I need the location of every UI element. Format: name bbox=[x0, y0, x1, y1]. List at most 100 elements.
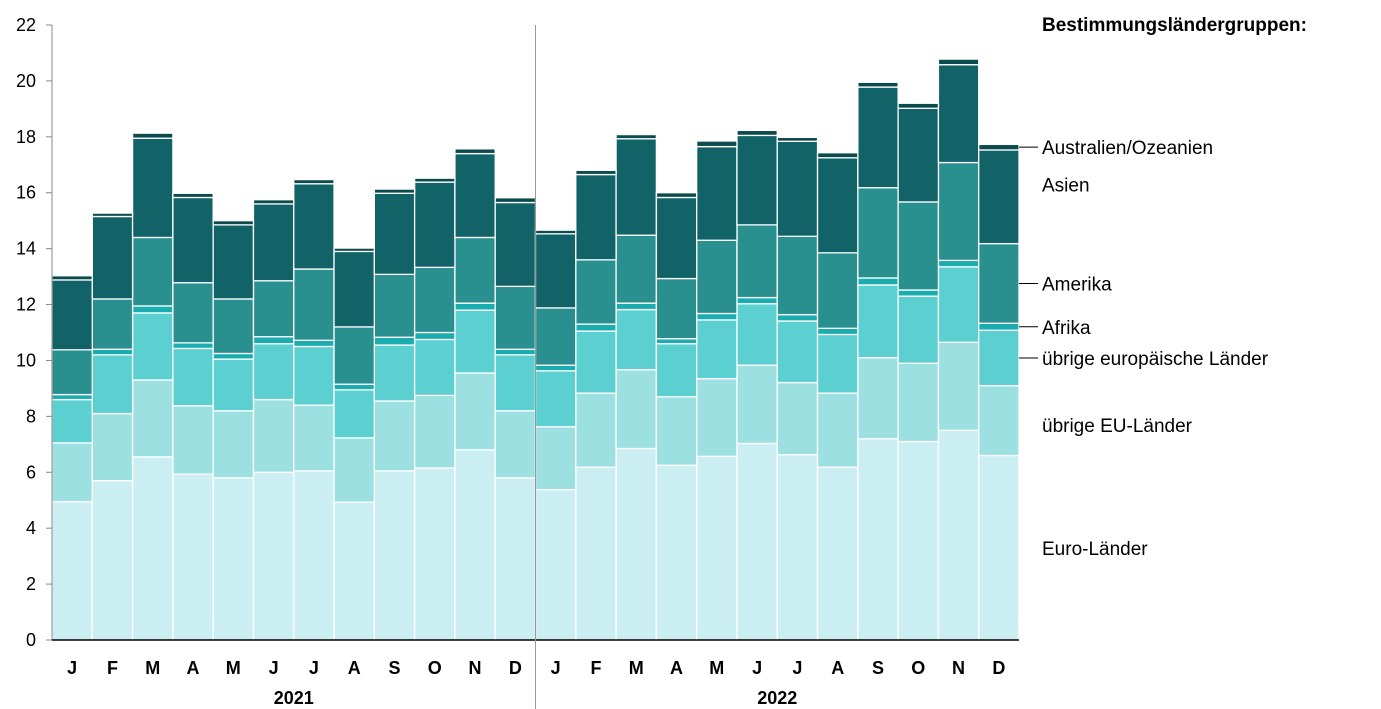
bar-segment bbox=[212, 410, 255, 479]
bar-segment bbox=[776, 235, 819, 316]
bar-segment bbox=[978, 322, 1020, 331]
bar-segment bbox=[937, 259, 980, 268]
x-tick-label: N bbox=[469, 658, 482, 678]
bar-segment bbox=[494, 201, 537, 288]
bar-segment bbox=[293, 345, 335, 406]
bar-segment bbox=[333, 247, 375, 253]
y-tick-label: 20 bbox=[16, 71, 36, 91]
bar-segment bbox=[857, 81, 899, 88]
bar-segment bbox=[816, 327, 859, 336]
bar-segment bbox=[494, 285, 537, 350]
bar-segment bbox=[978, 143, 1020, 151]
legend-title: Bestimmungsländergruppen: bbox=[1042, 15, 1307, 36]
bar-segment bbox=[373, 344, 416, 402]
legend-label: Afrika bbox=[1042, 318, 1091, 339]
bar-segment bbox=[897, 289, 940, 297]
bar-segment bbox=[736, 296, 778, 305]
x-tick-label: M bbox=[145, 658, 160, 678]
bar-segment bbox=[575, 330, 617, 394]
bar-segment bbox=[937, 161, 980, 262]
bar-segment bbox=[212, 224, 255, 300]
bar-segment bbox=[937, 64, 980, 164]
bar-segment bbox=[696, 239, 738, 315]
bar-segment bbox=[131, 312, 174, 381]
bar-segment bbox=[615, 234, 658, 304]
bar-segment bbox=[575, 173, 617, 261]
bar-segment bbox=[575, 466, 617, 641]
bar-segment bbox=[373, 192, 416, 276]
year-label: 2021 bbox=[274, 688, 314, 708]
bar-segment bbox=[615, 138, 658, 236]
bar-segment bbox=[373, 470, 416, 641]
x-tick-label: J bbox=[752, 658, 762, 678]
y-tick-label: 22 bbox=[16, 15, 36, 35]
bar-segment bbox=[373, 188, 416, 194]
bar-segment bbox=[131, 456, 174, 641]
bar-segment bbox=[333, 501, 375, 641]
bar-segment bbox=[413, 467, 456, 641]
bar-segment bbox=[333, 383, 375, 391]
x-tick-label: J bbox=[269, 658, 279, 678]
bar-segment bbox=[373, 336, 416, 346]
bar-segment bbox=[91, 412, 134, 482]
bar-segment bbox=[776, 136, 819, 142]
bar-segment bbox=[172, 347, 214, 407]
bar-segment bbox=[897, 440, 940, 641]
bar-segment bbox=[333, 326, 375, 385]
bar-segment bbox=[816, 466, 859, 641]
bar-segment bbox=[736, 224, 778, 299]
legend-label: Asien bbox=[1042, 175, 1090, 196]
bar-segment bbox=[91, 348, 134, 356]
bar-segment bbox=[252, 398, 295, 473]
bar-segment bbox=[131, 236, 174, 307]
x-tick-label: S bbox=[872, 658, 884, 678]
bar-segment bbox=[736, 303, 778, 366]
bar-segment bbox=[736, 129, 778, 137]
bar-segment bbox=[937, 266, 980, 343]
bar-segment bbox=[534, 307, 577, 366]
x-tick-label: O bbox=[911, 658, 925, 678]
bar-segment bbox=[897, 102, 940, 109]
bar-segment bbox=[333, 250, 375, 328]
bar-segment bbox=[91, 212, 134, 218]
bar-segment bbox=[172, 342, 214, 350]
bar-segment bbox=[816, 252, 859, 329]
bar-segment bbox=[172, 405, 214, 475]
bar-segment bbox=[454, 372, 496, 451]
legend-label: Euro-Länder bbox=[1042, 539, 1148, 560]
y-tick-label: 0 bbox=[26, 630, 36, 650]
bar-segment bbox=[776, 140, 819, 237]
bar-segment bbox=[252, 280, 295, 338]
bar-segment bbox=[454, 236, 496, 304]
bar-segment bbox=[212, 220, 255, 226]
y-tick-label: 4 bbox=[26, 518, 36, 538]
bar-segment bbox=[736, 134, 778, 226]
bar-segment bbox=[857, 187, 899, 279]
x-tick-label: N bbox=[952, 658, 965, 678]
bar-segment bbox=[413, 266, 456, 334]
legend-label: übrige europäische Länder bbox=[1042, 349, 1269, 370]
bar-segment bbox=[655, 396, 698, 466]
bar-segment bbox=[212, 298, 255, 355]
bar-segment bbox=[978, 329, 1020, 387]
bar-segment bbox=[696, 140, 738, 148]
bar-segment bbox=[615, 447, 658, 641]
x-tick-label: J bbox=[67, 658, 77, 678]
bar-segment bbox=[696, 319, 738, 380]
bar-segment bbox=[696, 145, 738, 241]
bar-segment bbox=[534, 233, 577, 309]
bar-segment bbox=[91, 480, 134, 641]
bar-segment bbox=[978, 149, 1020, 245]
bar-segment bbox=[293, 404, 335, 472]
bar-segment bbox=[575, 323, 617, 332]
bar-segment bbox=[615, 133, 658, 140]
bar-segment bbox=[575, 392, 617, 468]
bar-segment bbox=[494, 348, 537, 356]
bar-segment bbox=[978, 454, 1020, 641]
bar-segment bbox=[575, 169, 617, 176]
x-tick-label: J bbox=[551, 658, 561, 678]
bar-segment bbox=[131, 137, 174, 239]
x-tick-label: A bbox=[670, 658, 683, 678]
x-tick-label: F bbox=[107, 658, 118, 678]
bar-segment bbox=[615, 369, 658, 450]
